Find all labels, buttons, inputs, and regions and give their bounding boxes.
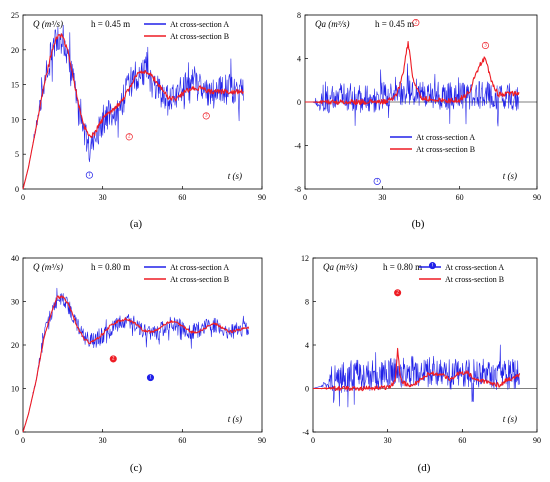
event-marker <box>202 112 210 120</box>
y-axis-label: Qa (m³/s) <box>323 262 357 272</box>
plot-frame <box>22 14 263 190</box>
x-axis-label: t (s) <box>228 171 242 181</box>
series-line-b <box>22 33 244 190</box>
panel-caption: (b) <box>412 218 425 230</box>
series-line-a <box>22 24 244 190</box>
legend-entry: At cross-section B <box>170 275 229 284</box>
legend-entry: At cross-section B <box>445 275 504 284</box>
y-tick-label: 10 <box>11 385 19 394</box>
x-tick-label: 0 <box>21 436 25 445</box>
y-tick-label: -4 <box>294 142 301 151</box>
plot-frame <box>312 257 538 433</box>
y-tick-label: 40 <box>11 254 19 263</box>
x-tick-label: 0 <box>21 193 25 202</box>
event-marker-label: 2 <box>128 135 131 140</box>
y-tick-label: 20 <box>11 46 19 55</box>
y-tick-label: 4 <box>297 55 301 64</box>
x-tick-label: 30 <box>99 193 107 202</box>
y-axis-label: Qa (m³/s) <box>315 19 349 29</box>
y-tick-label: 15 <box>11 81 19 90</box>
event-marker <box>85 171 93 179</box>
panel-caption: (a) <box>130 218 143 230</box>
event-marker <box>125 133 133 141</box>
x-axis-label: t (s) <box>503 171 517 181</box>
event-marker-label: 2 <box>112 357 115 362</box>
y-axis-label: Q (m³/s) <box>33 19 63 29</box>
series-line-b <box>22 295 250 433</box>
event-marker-label: 3 <box>205 114 208 119</box>
legend-entry: At cross-section B <box>170 32 229 41</box>
event-marker-label: 1 <box>376 179 379 184</box>
x-axis-label: t (s) <box>503 414 517 424</box>
y-tick-label: 0 <box>305 385 309 394</box>
event-marker <box>394 289 402 297</box>
y-tick-label: -4 <box>302 428 309 437</box>
legend-entry: At cross-section A <box>170 263 229 272</box>
event-marker-label: 1 <box>88 173 91 178</box>
x-tick-label: 90 <box>258 436 266 445</box>
x-tick-label: 0 <box>303 193 307 202</box>
legend-entry: At cross-section A <box>445 263 504 272</box>
depth-annotation: h = 0.45 m <box>91 19 130 29</box>
series-line-a <box>22 287 249 433</box>
y-axis-label: Q (m³/s) <box>33 262 63 272</box>
panel-a: 0 30 60 90 0 5 10 15 20 25 1 2 3 Q (m³/s) h = 0.45 m t … <box>11 11 266 230</box>
y-tick-label: 4 <box>305 341 309 350</box>
panel-caption: (d) <box>418 462 431 474</box>
x-tick-label: 90 <box>533 193 541 202</box>
event-marker-label: 2 <box>396 291 399 296</box>
x-tick-label: 60 <box>178 193 186 202</box>
x-tick-label: 90 <box>258 193 266 202</box>
y-tick-label: 20 <box>11 341 19 350</box>
y-tick-label: 0 <box>15 428 19 437</box>
y-tick-label: 5 <box>15 150 19 159</box>
x-axis-label: t (s) <box>228 414 242 424</box>
legend-entry: At cross-section A <box>170 20 229 29</box>
event-marker <box>109 355 117 363</box>
x-tick-label: 60 <box>178 436 186 445</box>
panel-c: 0 30 60 90 0 10 20 30 40 2 1 Q (m³/s) h = 0.80 m t (s… <box>11 254 266 474</box>
depth-annotation: h = 0.45 m <box>375 19 414 29</box>
legend-entry: At cross-section B <box>416 145 475 154</box>
event-marker-label: 1 <box>149 375 152 380</box>
y-tick-label: 12 <box>301 254 309 263</box>
event-marker <box>412 19 420 27</box>
y-tick-label: 0 <box>15 185 19 194</box>
y-tick-label: 25 <box>11 11 19 20</box>
y-tick-label: 8 <box>297 11 301 20</box>
event-marker-label: 3 <box>484 43 487 48</box>
x-tick-label: 90 <box>533 436 541 445</box>
x-tick-label: 0 <box>311 436 315 445</box>
plot-frame <box>22 257 263 433</box>
x-tick-label: 30 <box>378 193 386 202</box>
event-marker <box>481 41 489 50</box>
x-tick-label: 60 <box>456 193 464 202</box>
x-tick-label: 60 <box>458 436 466 445</box>
x-tick-label: 30 <box>99 436 107 445</box>
event-marker <box>373 177 381 185</box>
y-tick-label: -8 <box>294 185 301 194</box>
y-tick-label: 30 <box>11 298 19 307</box>
legend-entry: At cross-section A <box>416 133 475 142</box>
depth-annotation: h = 0.80 m <box>91 262 130 272</box>
event-marker <box>146 374 155 382</box>
y-tick-label: 10 <box>11 115 19 124</box>
y-tick-label: 0 <box>297 98 301 107</box>
series-line-a <box>312 344 520 408</box>
event-marker-label: 1 <box>431 263 434 268</box>
y-tick-label: 8 <box>305 298 309 307</box>
depth-annotation: h = 0.80 m <box>383 262 422 272</box>
event-marker-label: 2 <box>415 20 418 25</box>
panel-caption: (c) <box>130 462 143 474</box>
x-tick-label: 30 <box>384 436 392 445</box>
series-line-b <box>313 347 521 392</box>
series-line-b <box>305 40 520 106</box>
series-line-a <box>305 63 520 127</box>
